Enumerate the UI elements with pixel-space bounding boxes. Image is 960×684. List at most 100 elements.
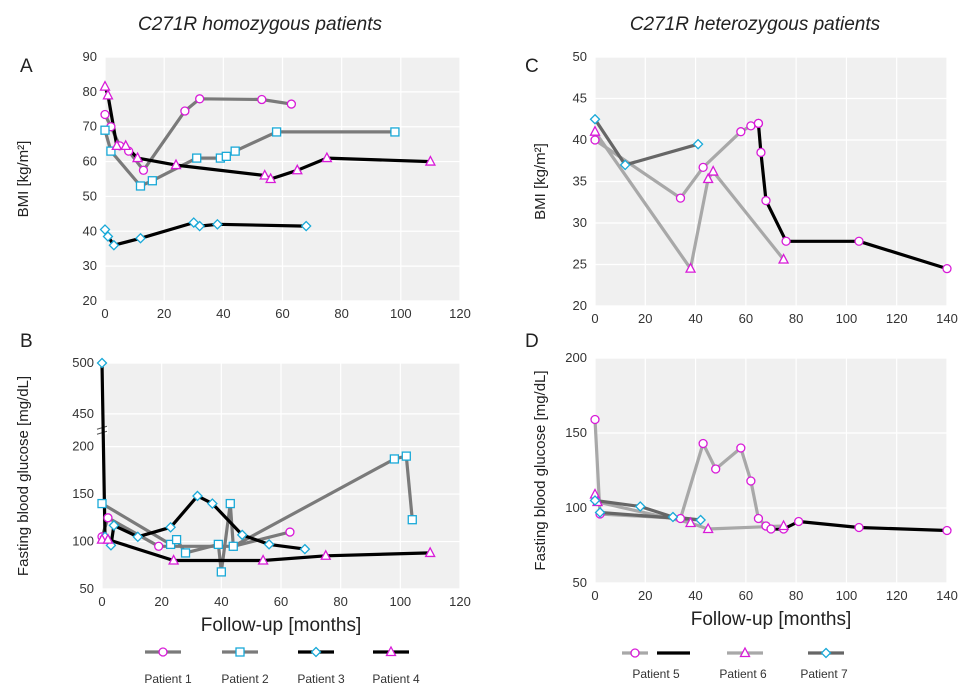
data-point [291, 163, 303, 175]
panels: 20 30 40 50 60 70 80 90 0 20 40 60 80 100 120 A BMI [kg/… [15, 49, 958, 636]
data-point [756, 147, 766, 158]
data-point [707, 165, 719, 176]
data-point [702, 522, 714, 534]
data-point [777, 253, 790, 264]
data-point [271, 127, 282, 137]
data-point [589, 495, 601, 506]
x-tick-label: 80 [789, 311, 803, 326]
y-tick-label: 20 [573, 298, 587, 313]
panel-b: 50 100 150 200 450 500 0 20 40 60 80 100 120 B Fasting… [15, 331, 471, 636]
data-point [698, 162, 708, 173]
data-point [111, 139, 123, 151]
data-point [746, 476, 756, 486]
y-tick-label: 200 [72, 439, 94, 454]
data-point [589, 125, 601, 136]
legend-label: Patient 5 [632, 667, 680, 681]
data-point [96, 357, 108, 369]
data-point [102, 533, 114, 544]
data-point [299, 543, 311, 555]
data-point [100, 125, 110, 135]
data-point [230, 146, 240, 156]
legend-item: Patient 1 [144, 647, 192, 684]
data-point [424, 546, 436, 558]
data-point [590, 414, 600, 425]
legend-marker [630, 648, 640, 658]
data-point [702, 172, 714, 184]
legend-item: Patient 3 [297, 646, 345, 684]
data-point [942, 263, 952, 274]
data-point [170, 158, 182, 170]
data-point [135, 181, 146, 191]
data-point [265, 172, 277, 184]
y-tick-label: 150 [72, 486, 94, 501]
x-tick-label: 120 [886, 311, 908, 326]
data-point [263, 538, 275, 550]
legend-label: Patient 4 [372, 672, 420, 684]
x-tick-label: 120 [449, 306, 471, 321]
data-point [589, 113, 601, 125]
x-tick-label: 120 [449, 594, 471, 609]
data-point [854, 522, 864, 533]
legend-marker [235, 647, 245, 657]
data-point [206, 498, 218, 509]
legend-item: Patient 7 [800, 647, 848, 681]
legend-marker [739, 646, 751, 658]
data-point [99, 224, 111, 235]
panel-letter: B [20, 331, 33, 352]
x-tick-label: 20 [638, 311, 652, 326]
x-tick-label: 20 [154, 594, 168, 609]
data-point [211, 218, 223, 230]
x-tick-label: 20 [157, 306, 171, 321]
data-point [736, 127, 746, 137]
x-tick-label: 140 [936, 311, 958, 326]
data-point [753, 118, 764, 129]
data-point [135, 232, 146, 244]
data-point [102, 231, 114, 242]
x-tick-label: 100 [836, 311, 858, 326]
data-point [777, 519, 790, 531]
data-point [781, 236, 791, 246]
legend-item: Patient 5 [622, 648, 690, 681]
legend-label: Patient 6 [719, 667, 767, 681]
legend-item: Patient 4 [372, 645, 420, 684]
data-point [216, 567, 226, 577]
data-point [120, 139, 132, 151]
y-tick-label: 150 [565, 425, 587, 440]
legend-label: Patient 2 [221, 672, 269, 684]
y-tick-label: 90 [83, 49, 97, 64]
data-point [147, 176, 157, 186]
data-point [99, 80, 111, 91]
data-point [675, 513, 686, 524]
x-tick-label: 40 [688, 311, 702, 326]
panel-letter: A [20, 56, 33, 77]
legend-marker [158, 647, 168, 657]
data-point [257, 94, 267, 105]
data-point [213, 539, 224, 550]
data-point [106, 146, 116, 156]
data-point [590, 135, 600, 145]
data-point [259, 169, 271, 180]
panel-letter: C [525, 56, 539, 77]
y-tick-label: 35 [573, 174, 587, 189]
y-tick-label: 500 [72, 355, 94, 370]
x-tick-label: 60 [739, 588, 753, 603]
data-point [194, 220, 206, 232]
data-point [165, 539, 176, 550]
data-point [634, 501, 646, 512]
data-point [132, 531, 144, 543]
data-point [746, 121, 756, 131]
y-tick-label: 70 [83, 119, 97, 134]
x-tick-label: 40 [214, 594, 228, 609]
x-tick-label: 120 [886, 588, 908, 603]
x-tick-label: 0 [101, 306, 108, 321]
y-tick-label: 60 [83, 154, 97, 169]
x-tick-label: 100 [389, 594, 411, 609]
data-point [711, 464, 721, 474]
x-tick-label: 20 [638, 588, 652, 603]
data-point [180, 548, 191, 558]
panel-a: 20 30 40 50 60 70 80 90 0 20 40 60 80 100 120 A BMI [kg/… [15, 49, 471, 321]
data-point [321, 151, 333, 163]
x-tick-label: 80 [789, 588, 803, 603]
data-point [257, 554, 269, 565]
